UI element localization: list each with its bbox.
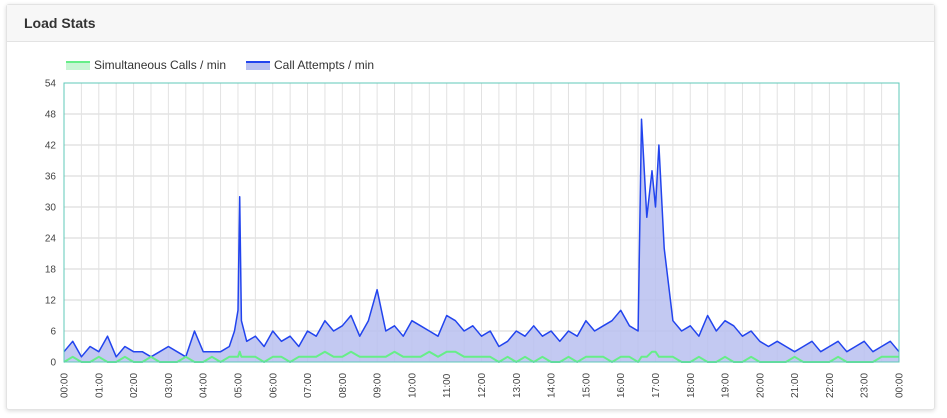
x-tick-label: 06:00 (268, 373, 279, 398)
y-axis: 0 6 12 18 24 30 36 42 48 54 (45, 79, 57, 369)
chart-legend: Simultaneous Calls / min Call Attempts / … (66, 58, 374, 72)
y-tick-label: 48 (45, 110, 57, 121)
x-tick-label: 21:00 (790, 373, 801, 398)
x-tick-label: 17:00 (651, 373, 662, 398)
x-tick-label: 07:00 (303, 373, 314, 398)
x-tick-label: 10:00 (407, 373, 418, 398)
x-axis: 00:00 01:00 02:00 03:00 04:00 05:00 06:00 07:00… (60, 373, 906, 398)
chart-lines (63, 118, 900, 363)
x-tick-label: 00:00 (60, 373, 71, 398)
panel-title: Load Stats (24, 15, 96, 31)
x-tick-label: 13:00 (512, 373, 523, 398)
legend-swatch (246, 61, 270, 70)
legend-label: Call Attempts / min (274, 58, 374, 72)
x-tick-label: 14:00 (547, 373, 558, 398)
chart-grid (63, 82, 900, 363)
x-tick-label: 05:00 (233, 373, 244, 398)
x-tick-label: 19:00 (721, 373, 732, 398)
x-tick-label: 00:00 (895, 373, 906, 398)
x-tick-label: 12:00 (477, 373, 488, 398)
panel-header: Load Stats (7, 5, 934, 42)
x-tick-label: 11:00 (442, 373, 453, 398)
y-tick-label: 12 (45, 296, 57, 307)
y-tick-label: 6 (50, 327, 56, 338)
y-tick-label: 18 (45, 265, 57, 276)
y-tick-label: 36 (45, 172, 57, 183)
x-tick-label: 22:00 (825, 373, 836, 398)
x-tick-label: 09:00 (373, 373, 384, 398)
series-line-simultaneous-calls (63, 350, 899, 363)
x-tick-label: 08:00 (338, 373, 349, 398)
x-tick-label: 20:00 (755, 373, 766, 398)
plot-border (63, 82, 900, 363)
series-line-call-attempts (63, 118, 900, 358)
x-tick-label: 16:00 (616, 373, 627, 398)
y-tick-label: 30 (45, 203, 57, 214)
y-tick-label: 24 (45, 234, 57, 245)
y-tick-label: 42 (45, 141, 57, 152)
legend-swatch (66, 61, 90, 70)
x-tick-label: 23:00 (860, 373, 871, 398)
x-tick-label: 02:00 (129, 373, 140, 398)
x-tick-label: 18:00 (686, 373, 697, 398)
y-tick-label: 0 (50, 358, 56, 369)
x-tick-label: 15:00 (581, 373, 592, 398)
x-tick-label: 03:00 (164, 373, 175, 398)
legend-label: Simultaneous Calls / min (94, 58, 226, 72)
x-tick-label: 01:00 (94, 373, 105, 398)
y-tick-label: 54 (45, 79, 57, 90)
x-tick-label: 04:00 (199, 373, 210, 398)
